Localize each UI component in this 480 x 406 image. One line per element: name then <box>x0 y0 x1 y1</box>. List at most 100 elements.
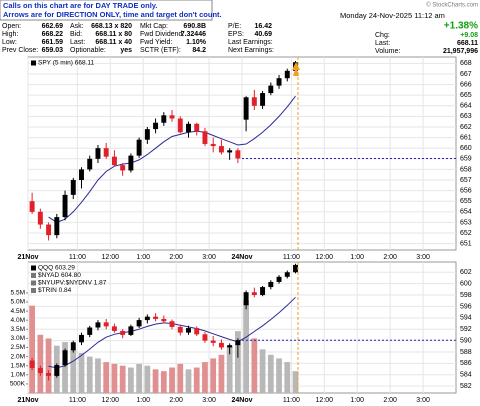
quote-value: 668.22 <box>42 31 64 38</box>
legend-label: QQQ 603.29 <box>38 265 75 272</box>
candle-body <box>284 272 290 277</box>
x-tick-label: 3:00 <box>416 254 430 261</box>
candle-body <box>111 326 117 331</box>
candle-body <box>218 146 224 153</box>
y-tick-label: 667 <box>460 71 472 78</box>
y-tick-label: 654 <box>460 209 472 216</box>
x-tick-label: 1:00 <box>350 397 364 404</box>
quote-label: Last Earnings: <box>228 39 273 46</box>
legend-label: $NYAD 604.80 <box>38 272 81 279</box>
volume-bar <box>243 300 249 393</box>
volume-tick-label: 1.0M <box>11 372 25 379</box>
volume-bar <box>103 362 110 393</box>
candle-body <box>29 360 35 368</box>
quote-label: Open: <box>2 23 21 30</box>
x-tick-label: 12:00 <box>102 254 120 261</box>
volume-bar <box>251 338 258 393</box>
volume-bar <box>267 354 274 393</box>
x-tick-label: 11:00 <box>69 254 86 261</box>
candle-body <box>128 326 134 335</box>
x-tick-label: 1:00 <box>350 254 364 261</box>
y-tick-label: 590 <box>460 337 472 344</box>
quote-label: Low: <box>2 39 17 46</box>
x-tick-label: 11:00 <box>283 397 300 404</box>
candle-body <box>276 276 282 282</box>
candle-body <box>120 165 126 171</box>
volume-bar <box>202 362 208 393</box>
candle-body <box>194 328 200 335</box>
direction-arrow <box>292 62 300 76</box>
quote-value: 84.2 <box>192 47 206 54</box>
candle-body <box>260 287 266 296</box>
candle-body <box>235 340 241 346</box>
x-tick-label: 21Nov <box>17 397 38 404</box>
quote-label: Next Earnings: <box>228 47 274 54</box>
x-tick-label: 24Nov <box>231 397 252 404</box>
candle-body <box>251 292 257 296</box>
notice-line: Calls on this chart are for DAY TRADE on… <box>3 1 157 10</box>
candle-body <box>120 330 126 335</box>
legend-label: $NYUPV:$NYDNV 1.87 <box>38 280 107 287</box>
notice-line: Arrows are for DIRECTION ONLY, time and … <box>3 10 222 19</box>
y-tick-label: 651 <box>460 240 472 247</box>
candle-body <box>95 148 101 159</box>
y-tick-label: 598 <box>460 292 472 299</box>
candle-body <box>210 143 216 147</box>
change-pct: +1.38% <box>444 21 478 32</box>
candle-body <box>136 139 142 156</box>
volume-tick-label: 4.5M <box>11 308 25 315</box>
y-tick-label: 657 <box>460 177 472 184</box>
y-tick-label: 668 <box>460 60 472 67</box>
candle-body <box>46 224 52 236</box>
quote-label: Bid: <box>70 31 82 38</box>
candle-body <box>177 118 183 133</box>
volume-bar <box>45 338 52 393</box>
candle-body <box>153 316 159 319</box>
date: Monday 24-Nov-2025 11:12 am <box>340 11 445 20</box>
legend-swatch <box>31 273 36 278</box>
x-tick-label: 21Nov <box>17 254 38 261</box>
moving-average <box>48 296 296 369</box>
volume-bar <box>292 371 299 393</box>
volume-bar <box>62 342 68 393</box>
y-tick-label: 596 <box>460 303 472 310</box>
quote-value: 1.10% <box>186 39 207 46</box>
candle-body <box>144 316 150 321</box>
candle-body <box>293 264 298 273</box>
candle-body <box>29 201 35 212</box>
quote-value: 662.69 <box>42 23 64 30</box>
quote-value: 668.11 x 80 <box>95 31 132 38</box>
candle-body <box>103 148 109 157</box>
quote-value: 16.42 <box>254 23 272 30</box>
y-tick-label: 660 <box>460 145 472 152</box>
candle-body <box>87 158 93 170</box>
change: +9.08 <box>460 32 478 39</box>
candle-body <box>62 194 68 218</box>
x-tick-label: 3:00 <box>202 254 216 261</box>
copyright: © StockCharts.com <box>426 2 478 9</box>
y-tick-label: 602 <box>460 269 472 276</box>
candle-body <box>177 326 183 333</box>
candle-body <box>95 322 101 328</box>
candle-body <box>186 328 191 333</box>
x-tick-label: 11:00 <box>69 397 86 404</box>
y-tick-label: 662 <box>460 124 472 131</box>
plots: 21Nov 11:00 12:00 1:00 2:00 3:00 24Nov 11:00 12:… <box>10 56 472 404</box>
quote-label: Mkt Cap: <box>140 23 168 30</box>
volume-tick-label: 5.0M <box>11 299 25 306</box>
x-tick-label: 12:00 <box>102 397 120 404</box>
volume-bar <box>226 345 233 393</box>
candle-body <box>218 342 224 348</box>
y-tick-label: 664 <box>460 103 472 110</box>
legend-swatch <box>31 280 36 286</box>
quote-label: High: <box>2 31 18 38</box>
volume-tick-label: 1.5M <box>11 362 25 369</box>
candle-body <box>111 156 117 166</box>
x-tick-label: 24Nov <box>231 254 252 261</box>
x-tick-label: 2:00 <box>383 254 397 261</box>
volume-label: Volume: <box>375 48 400 55</box>
candle-body <box>128 155 134 171</box>
last: 668.11 <box>457 40 478 47</box>
volume-bar <box>29 305 35 393</box>
quote-value: 668.11 x 40 <box>95 39 132 46</box>
